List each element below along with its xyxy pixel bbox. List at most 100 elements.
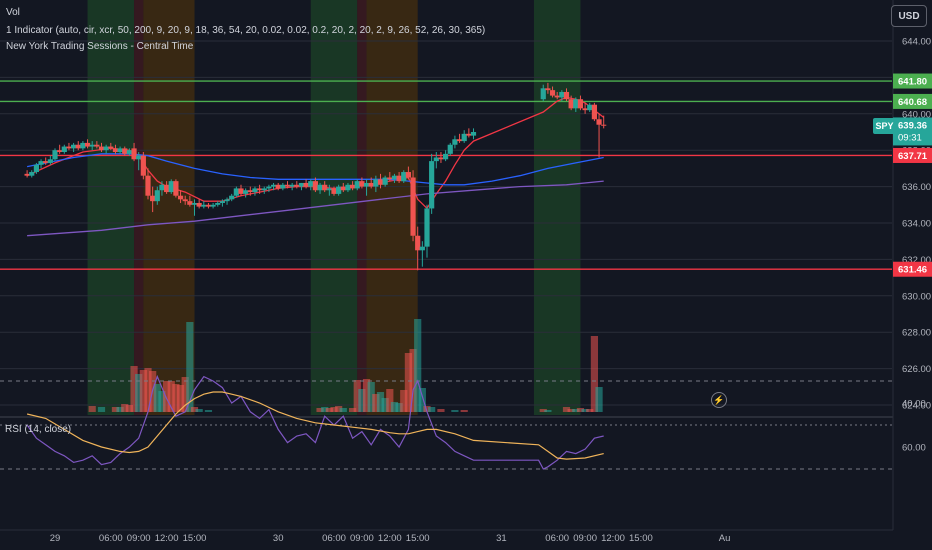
candle (447, 142, 453, 156)
candle (164, 181, 170, 194)
candle (340, 182, 346, 193)
volume-bar (321, 407, 329, 412)
volume-bar (97, 407, 106, 412)
candle (401, 170, 407, 183)
candle-body (145, 175, 151, 196)
candle (61, 144, 67, 154)
volume-bar (428, 407, 436, 412)
candle-body (38, 161, 44, 165)
candle-body (75, 144, 81, 149)
sessions-legend[interactable]: New York Trading Sessions - Central Time (6, 41, 194, 52)
time-tick-label: 29 (50, 533, 61, 544)
session-band (366, 0, 418, 415)
candle (57, 144, 63, 154)
price-tick-label: 632.00 (902, 255, 931, 266)
candle-body (317, 184, 323, 191)
candle-body (247, 190, 253, 193)
rsi-legend[interactable]: RSI (14, close) (5, 424, 72, 435)
price-label-box (893, 93, 932, 109)
candle (219, 199, 225, 207)
price-tick-label: 630.00 (902, 291, 931, 302)
currency-button[interactable]: USD (891, 5, 927, 27)
candle (354, 179, 360, 191)
candle-body (419, 246, 425, 251)
candle (363, 179, 370, 196)
session-band (87, 0, 135, 415)
candle (345, 182, 351, 193)
candle-body (387, 177, 393, 180)
volume-bar (335, 406, 343, 412)
candle-body (164, 184, 170, 193)
volume-bar (451, 410, 459, 412)
candle (80, 141, 86, 151)
lightning-icon[interactable]: ⚡ (711, 392, 727, 408)
candle (298, 182, 305, 191)
volume-bar (130, 366, 138, 412)
candle (308, 179, 314, 191)
volume-bar (362, 379, 371, 412)
candle (322, 181, 328, 193)
candle-body (66, 146, 72, 149)
candle-body (466, 133, 472, 136)
candle (103, 144, 109, 154)
candle-body (201, 204, 207, 207)
candle-body (224, 199, 230, 202)
candle-body (112, 148, 119, 153)
candle-body (591, 104, 597, 120)
volume-bar (386, 389, 394, 412)
candle (122, 146, 128, 156)
candle-body (284, 184, 291, 187)
candle (89, 141, 95, 151)
candle-body (568, 99, 574, 109)
candle (419, 241, 425, 267)
candle-body (126, 150, 132, 154)
volume-legend[interactable]: Vol (6, 7, 20, 18)
rsi-ma-line (26, 391, 604, 460)
candle-body (549, 90, 556, 96)
candle-body (136, 155, 142, 160)
rsi-tick-label: 60.00 (902, 443, 926, 454)
candle (243, 188, 249, 198)
price-tick-label: 626.00 (902, 364, 931, 375)
volume-bar (167, 381, 175, 412)
candle-body (252, 188, 258, 193)
candle-body (243, 190, 249, 194)
candle (261, 186, 267, 194)
candle-body (391, 175, 398, 180)
session-band (134, 0, 144, 415)
candle-body (182, 199, 188, 202)
candle (549, 86, 556, 98)
candle (433, 152, 439, 169)
candle-body (280, 184, 286, 189)
candle-body (173, 181, 179, 196)
candle-body (573, 99, 579, 109)
candle-body (57, 150, 63, 153)
volume-bar (325, 408, 333, 412)
candle (84, 139, 91, 149)
price-label-text: 640.68 (898, 97, 927, 108)
volume-bar (539, 409, 547, 412)
candle-body (377, 179, 384, 185)
price-tick-label: 634.00 (902, 219, 931, 230)
candle-body (443, 153, 449, 160)
volume-bar (353, 380, 361, 412)
candle-body (29, 172, 35, 176)
volume-bar (186, 322, 194, 412)
candle-body (191, 202, 198, 205)
indicator-legend[interactable]: 1 Indicator (auto, cir, xcr, 50, 200, 9,… (6, 25, 486, 36)
candle (150, 186, 156, 213)
candle-body (368, 182, 374, 187)
candle (429, 153, 435, 214)
volume-bar (437, 409, 445, 412)
candle (424, 204, 430, 258)
candle-body (47, 159, 53, 163)
candle-body (331, 188, 337, 194)
candle (131, 142, 137, 162)
volume-bar (372, 394, 380, 412)
volume-bar (400, 390, 408, 412)
candle-body (289, 184, 295, 187)
candle-body (103, 146, 109, 151)
time-tick-label: Au (719, 533, 731, 544)
candle-body (582, 108, 588, 111)
